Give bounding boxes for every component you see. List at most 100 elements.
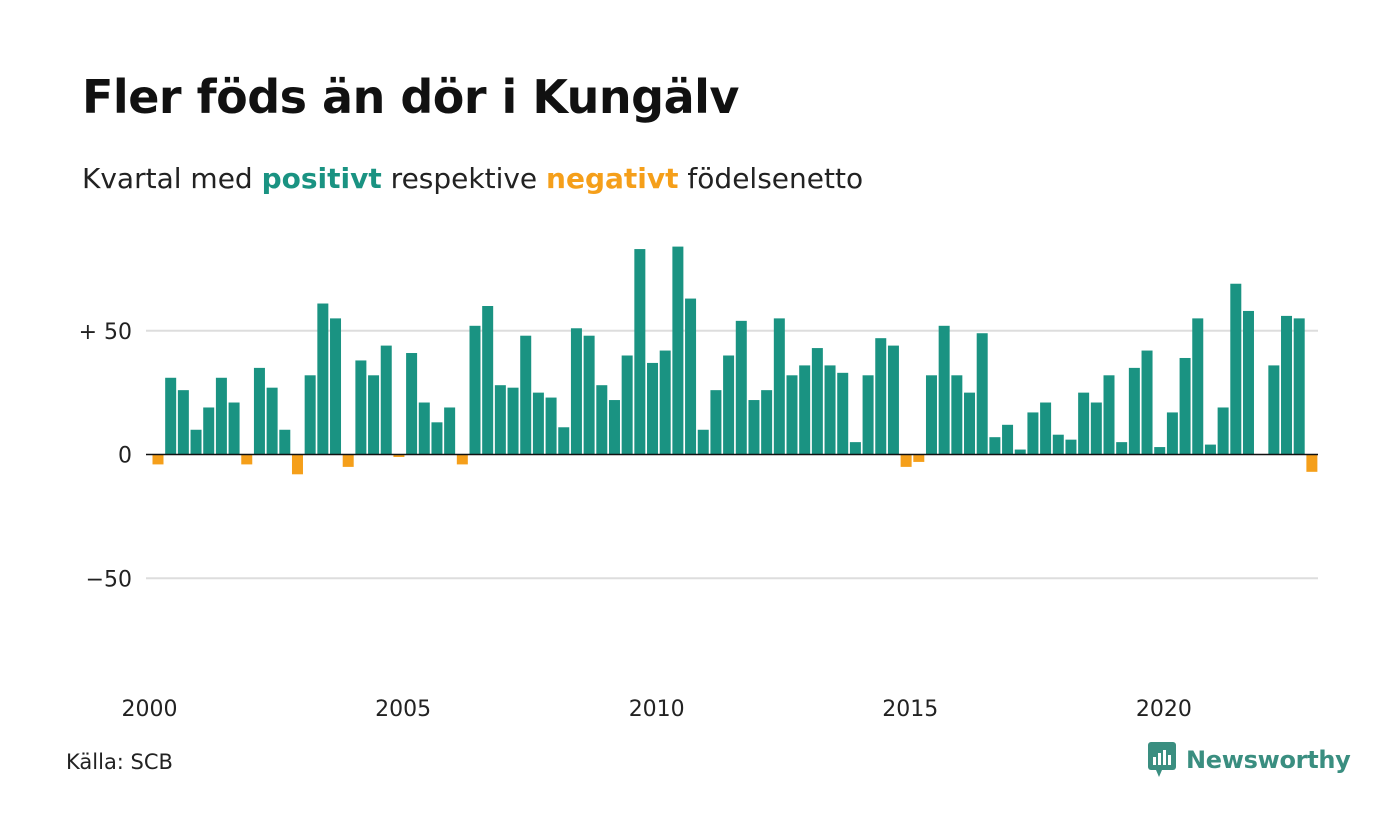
bar-positive [735, 320, 747, 455]
bar-positive [685, 298, 697, 455]
bar-positive [368, 375, 380, 455]
bar-positive [507, 387, 519, 455]
bar-positive [494, 385, 506, 455]
bar-negative [241, 454, 253, 465]
bar-positive [951, 375, 963, 455]
x-tick-label: 2020 [1136, 697, 1192, 722]
bar-positive [203, 407, 215, 455]
bar-positive [583, 335, 595, 455]
bar-positive [849, 442, 861, 455]
bar-positive [380, 345, 392, 455]
bar-positive [1217, 407, 1229, 455]
bar-positive [1154, 447, 1166, 455]
bar-positive [1268, 365, 1280, 455]
bar-positive [976, 333, 988, 455]
x-tick-label: 2015 [882, 697, 938, 722]
bar-positive [165, 377, 177, 455]
chart-subtitle: Kvartal med positivt respektive negativt… [82, 162, 863, 195]
bar-positive [811, 348, 823, 455]
bar-positive [406, 353, 418, 455]
bar-positive [773, 318, 785, 455]
bar-positive [482, 306, 494, 455]
bar-positive [558, 427, 570, 455]
bar-positive [304, 375, 316, 455]
bar-positive [1027, 412, 1039, 455]
bar-positive [925, 375, 937, 455]
x-axis-ticks: 2000 2005 2010 2015 2020 [122, 697, 1192, 722]
bar-positive [330, 318, 342, 455]
bar-positive [1002, 424, 1014, 455]
bar-negative [900, 454, 912, 467]
bar-positive [989, 437, 1001, 455]
bar-positive [887, 345, 899, 455]
y-axis-ticks: + 50 0 −50 [79, 320, 132, 593]
bar-positive [279, 429, 291, 455]
bar-positive [1040, 402, 1052, 455]
bar-positive [1128, 367, 1140, 455]
bar-negative [913, 454, 925, 462]
bar-negative [1306, 454, 1318, 472]
bar-positive [532, 392, 544, 455]
bar-positive [621, 355, 633, 455]
bar-negative [342, 454, 354, 467]
bar-positive [1293, 318, 1305, 455]
bar-positive [1204, 444, 1216, 455]
bar-positive [862, 375, 874, 455]
bar-positive [355, 360, 367, 455]
bar-negative [152, 454, 164, 465]
bar-positive [1141, 350, 1153, 455]
bar-negative [393, 454, 405, 457]
y-tick-label: −50 [86, 567, 132, 592]
bar-positive [608, 400, 620, 455]
bar-positive [824, 365, 836, 455]
bar-positive [520, 335, 532, 455]
bar-positive [545, 397, 557, 455]
x-tick-label: 2005 [375, 697, 431, 722]
bar-positive [647, 362, 659, 455]
bar-negative [456, 454, 468, 465]
bar-positive [228, 402, 240, 455]
bar-positive [215, 377, 227, 455]
grid-lines [146, 329, 1318, 580]
bar-positive [761, 390, 773, 455]
subtitle-negative: negativt [546, 162, 679, 195]
bar-positive [1078, 392, 1090, 455]
x-tick-label: 2010 [629, 697, 685, 722]
bar-positive [672, 246, 684, 455]
bar-positive [748, 400, 760, 455]
subtitle-suffix: födelsenetto [678, 162, 864, 195]
bar-positive [1103, 375, 1115, 455]
bar-positive [875, 338, 887, 455]
y-tick-label: + 50 [79, 320, 132, 345]
bar-positive [710, 390, 722, 455]
bars [152, 246, 1318, 475]
bar-positive [596, 385, 608, 455]
bar-positive [570, 328, 582, 455]
subtitle-middle: respektive [381, 162, 547, 195]
bar-positive [1090, 402, 1102, 455]
bar-negative [291, 454, 303, 475]
bar-positive [1014, 449, 1026, 455]
subtitle-positive: positivt [261, 162, 382, 195]
bar-positive [697, 429, 709, 455]
bar-positive [1281, 315, 1293, 455]
bar-positive [1242, 310, 1254, 455]
bar-positive [266, 387, 278, 455]
bar-positive [1230, 283, 1242, 455]
chart-title: Fler föds än dör i Kungälv [82, 70, 739, 124]
x-tick-label: 2000 [122, 697, 178, 722]
newsworthy-logo-icon [1148, 742, 1176, 777]
y-tick-label: 0 [118, 444, 132, 469]
bar-positive [837, 372, 849, 455]
bar-positive [723, 355, 735, 455]
bar-positive [431, 422, 443, 455]
bar-positive [659, 350, 671, 455]
bar-positive [253, 367, 265, 455]
subtitle-prefix: Kvartal med [82, 162, 262, 195]
bar-positive [799, 365, 811, 455]
brand-name: Newsworthy [1186, 746, 1351, 774]
bar-positive [317, 303, 329, 455]
bar-positive [938, 325, 950, 455]
bar-positive [1166, 412, 1178, 455]
